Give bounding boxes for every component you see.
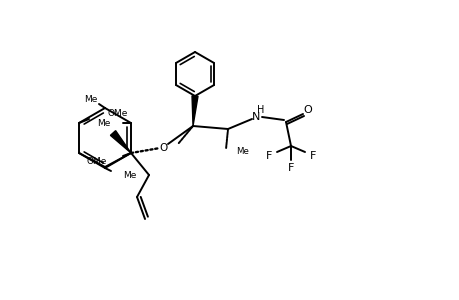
Text: OMe: OMe — [107, 109, 127, 118]
Text: Me: Me — [84, 94, 97, 103]
Text: O: O — [303, 105, 312, 115]
Text: Me: Me — [97, 118, 111, 127]
Text: OMe: OMe — [86, 157, 107, 166]
Text: O: O — [158, 143, 167, 153]
Text: F: F — [265, 151, 272, 161]
Text: F: F — [287, 163, 294, 173]
Polygon shape — [191, 96, 197, 126]
Text: Me: Me — [235, 146, 248, 155]
Polygon shape — [110, 131, 131, 153]
Text: Me: Me — [123, 172, 136, 181]
Text: N: N — [251, 112, 260, 122]
Text: H: H — [257, 105, 264, 115]
Text: F: F — [309, 151, 315, 161]
